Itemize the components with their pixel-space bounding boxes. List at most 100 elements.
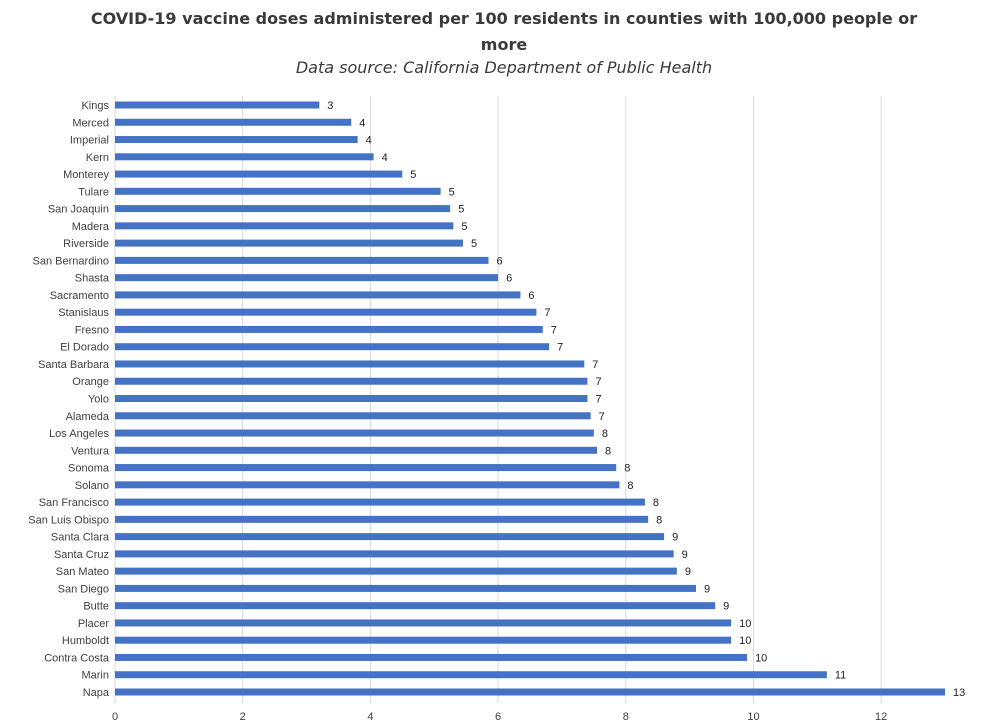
value-label: 5 (410, 169, 416, 181)
value-label: 10 (739, 618, 751, 630)
bar (115, 671, 827, 679)
category-label: Stanislaus (58, 307, 109, 319)
bar (115, 636, 732, 644)
value-label: 5 (461, 221, 467, 233)
category-label: San Diego (58, 583, 109, 595)
category-label: Sacramento (50, 290, 109, 302)
bar (115, 464, 617, 472)
category-label: Orange (72, 376, 109, 388)
value-label: 4 (359, 117, 365, 129)
bar (115, 429, 594, 437)
value-label: 9 (685, 566, 691, 578)
bar (115, 239, 463, 247)
category-label: Santa Cruz (54, 549, 109, 561)
bar (115, 498, 645, 506)
chart-subtitle: Data source: California Department of Pu… (295, 58, 713, 77)
value-label: 13 (953, 687, 965, 699)
bar (115, 343, 550, 351)
category-label: Santa Clara (51, 532, 110, 544)
bar (115, 481, 620, 489)
bar (115, 101, 320, 109)
category-label: San Francisco (39, 497, 109, 509)
x-tick-label: 4 (367, 711, 373, 723)
value-label: 9 (672, 532, 678, 544)
bar (115, 291, 521, 299)
category-label: Placer (78, 618, 110, 630)
value-label: 10 (739, 635, 751, 647)
value-label: 11 (835, 670, 846, 682)
x-tick-label: 0 (112, 711, 118, 723)
category-label: Kern (86, 152, 109, 164)
value-label: 6 (497, 255, 503, 267)
chart-title-line-2: more (480, 35, 528, 54)
category-label: Madera (72, 221, 110, 233)
value-label: 5 (449, 186, 455, 198)
category-labels: Kings Merced Imperial Kern Monterey Tulare San… (28, 100, 110, 699)
value-label: 7 (544, 307, 550, 319)
bar (115, 256, 489, 264)
bar (115, 446, 598, 454)
bar (115, 308, 537, 316)
bar (115, 360, 585, 368)
value-label: 7 (595, 376, 601, 388)
x-tick-label: 6 (495, 711, 501, 723)
value-label: 9 (723, 601, 729, 613)
category-label: San Bernardino (33, 255, 109, 267)
bar (115, 619, 732, 627)
category-label: Humboldt (62, 635, 109, 647)
category-label: Yolo (88, 394, 109, 406)
chart-title-line-1: COVID-19 vaccine doses administered per … (90, 9, 918, 28)
category-label: Tulare (78, 186, 109, 198)
bar (115, 688, 945, 696)
value-label: 8 (624, 463, 630, 475)
bar (115, 584, 696, 592)
x-axis-tick-labels: 0 2 4 6 8 10 12 (112, 711, 887, 723)
category-label: Butte (83, 601, 109, 613)
value-label: 8 (656, 514, 662, 526)
bar (115, 274, 499, 282)
x-tick-label: 8 (623, 711, 629, 723)
bar (115, 118, 352, 126)
value-label: 9 (682, 549, 688, 561)
value-label: 4 (366, 135, 372, 147)
category-label: Napa (83, 687, 110, 699)
value-label: 5 (471, 238, 477, 250)
bar (115, 205, 451, 213)
x-tick-label: 10 (747, 711, 759, 723)
x-tick-label: 12 (875, 711, 887, 723)
category-label: Marin (81, 670, 109, 682)
value-label: 8 (605, 445, 611, 457)
category-label: Contra Costa (44, 652, 110, 664)
value-label: 7 (595, 394, 601, 406)
category-label: San Luis Obispo (28, 514, 109, 526)
category-label: Shasta (75, 273, 110, 285)
value-label: 6 (528, 290, 534, 302)
category-label: San Joaquin (48, 204, 109, 216)
category-label: Sonoma (68, 463, 110, 475)
bar (115, 170, 403, 178)
bar (115, 567, 677, 575)
category-label: Merced (72, 117, 109, 129)
category-label: Ventura (71, 445, 110, 457)
value-label: 5 (458, 204, 464, 216)
value-label: 8 (653, 497, 659, 509)
value-label: 10 (755, 652, 767, 664)
category-label: Santa Barbara (38, 359, 110, 371)
category-label: Kings (81, 100, 109, 112)
category-label: Monterey (63, 169, 109, 181)
category-label: Alameda (66, 411, 110, 423)
category-label: Los Angeles (49, 428, 109, 440)
bar (115, 412, 591, 420)
bar (115, 153, 374, 161)
value-label: 7 (592, 359, 598, 371)
value-label: 3 (327, 100, 333, 112)
value-label: 8 (602, 428, 608, 440)
bar (115, 377, 588, 385)
category-label: San Mateo (56, 566, 109, 578)
category-label: Imperial (70, 135, 109, 147)
bar (115, 653, 748, 661)
category-label: Fresno (75, 324, 109, 336)
bars (115, 101, 945, 696)
